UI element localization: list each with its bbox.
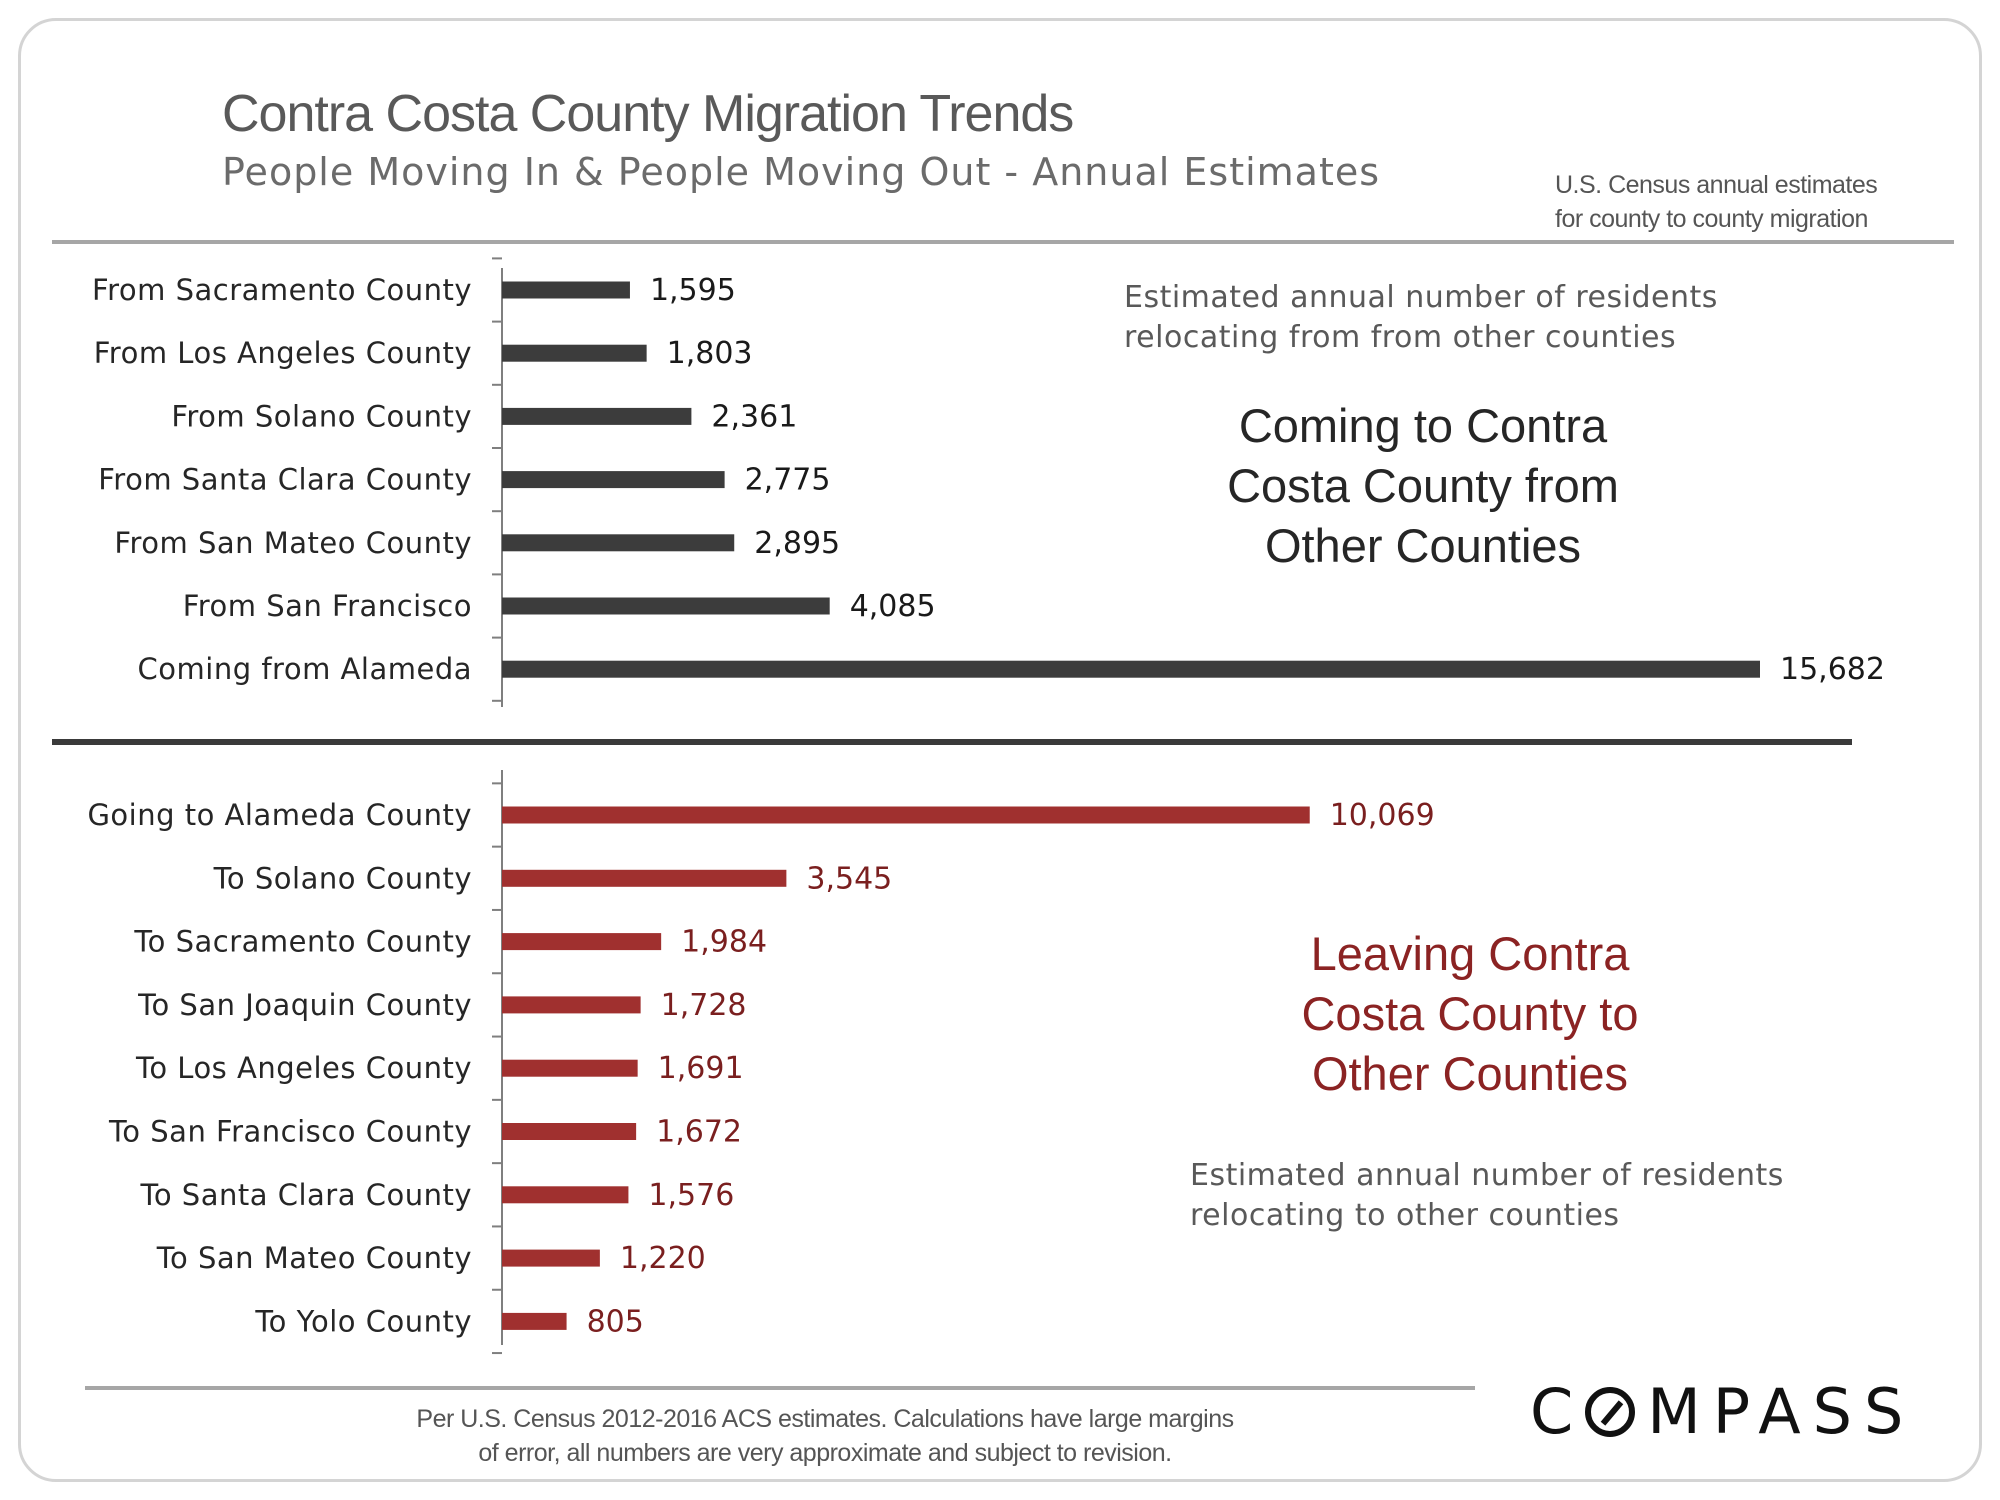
- in-bar: [502, 407, 692, 425]
- out-category-label: To San Joaquin County: [137, 988, 472, 1022]
- in-category-label: From Santa Clara County: [98, 463, 472, 497]
- in-category-label: From Sacramento County: [92, 273, 472, 307]
- in-value-label: 1,803: [667, 336, 753, 371]
- in-bar: [502, 660, 1760, 678]
- in-bar: [502, 597, 830, 615]
- outgoing-heading-line-1: Leaving Contra: [1310, 927, 1630, 980]
- compass-logo: C MPASS: [1530, 1375, 1915, 1448]
- in-value-label: 4,085: [850, 589, 936, 624]
- out-bar: [502, 1312, 567, 1330]
- logo-letter-c: C: [1530, 1375, 1586, 1448]
- out-category-label: To Los Angeles County: [135, 1051, 472, 1085]
- incoming-heading: Coming to Contra Costa County from Other…: [1178, 396, 1668, 576]
- incoming-heading-line-3: Other Counties: [1264, 519, 1582, 572]
- source-note-line-2: for county to county migration: [1555, 205, 1868, 233]
- logo-rest: MPASS: [1647, 1375, 1916, 1448]
- out-value-label: 1,691: [658, 1051, 744, 1086]
- in-value-label: 2,775: [745, 463, 831, 498]
- incoming-heading-line-2: Costa County from: [1227, 459, 1619, 512]
- out-value-label: 1,672: [656, 1115, 742, 1150]
- header-divider: [52, 240, 1954, 244]
- footer-note-line-1: Per U.S. Census 2012-2016 ACS estimates.…: [416, 1405, 1234, 1433]
- in-bar: [502, 534, 735, 552]
- out-value-label: 1,984: [681, 925, 767, 960]
- in-value-label: 15,682: [1780, 652, 1885, 687]
- out-bar: [502, 933, 662, 951]
- outgoing-heading-line-3: Other Counties: [1311, 1047, 1629, 1100]
- out-value-label: 10,069: [1330, 798, 1435, 833]
- outgoing-note: Estimated annual number of residents rel…: [1190, 1156, 1784, 1236]
- out-bar: [502, 1249, 600, 1267]
- out-value-label: 1,220: [620, 1241, 706, 1276]
- incoming-note-line-2: relocating from from other counties: [1124, 320, 1677, 355]
- in-category-label: From Solano County: [171, 399, 472, 433]
- outgoing-heading: Leaving Contra Costa County to Other Cou…: [1240, 924, 1700, 1104]
- out-category-label: To Solano County: [213, 861, 472, 895]
- out-value-label: 1,576: [648, 1178, 734, 1213]
- footer-note-line-2: of error, all numbers are very approxima…: [478, 1439, 1172, 1467]
- in-category-label: Coming from Alameda: [138, 652, 472, 686]
- out-value-label: 1,728: [661, 988, 747, 1023]
- out-bar: [502, 806, 1310, 824]
- out-bar: [502, 869, 787, 887]
- section-divider: [52, 739, 1852, 745]
- out-category-label: To Sacramento County: [133, 925, 472, 959]
- out-category-label: Going to Alameda County: [87, 798, 472, 832]
- out-bar: [502, 996, 641, 1014]
- source-note: U.S. Census annual estimates for county …: [1555, 168, 1878, 236]
- incoming-heading-line-1: Coming to Contra: [1238, 399, 1608, 452]
- source-note-line-1: U.S. Census annual estimates: [1555, 171, 1878, 199]
- incoming-note-line-1: Estimated annual number of residents: [1124, 280, 1718, 315]
- in-value-label: 2,895: [754, 526, 840, 561]
- out-bar: [502, 1186, 629, 1204]
- footer-divider: [85, 1386, 1475, 1390]
- in-bar: [502, 344, 647, 362]
- out-category-label: To San Francisco County: [108, 1115, 472, 1149]
- logo-o-icon: [1585, 1387, 1636, 1437]
- out-bar: [502, 1123, 637, 1140]
- out-category-label: To San Mateo County: [156, 1241, 472, 1275]
- outgoing-note-line-1: Estimated annual number of residents: [1190, 1158, 1784, 1193]
- in-value-label: 1,595: [650, 273, 736, 308]
- outgoing-note-line-2: relocating to other counties: [1190, 1198, 1620, 1233]
- in-category-label: From Los Angeles County: [94, 336, 472, 370]
- in-bar: [502, 281, 630, 299]
- out-category-label: To Santa Clara County: [140, 1178, 472, 1212]
- out-value-label: 805: [587, 1304, 644, 1339]
- out-bar: [502, 1059, 638, 1077]
- in-category-label: From San Francisco: [183, 589, 472, 623]
- in-category-label: From San Mateo County: [114, 526, 472, 560]
- out-category-label: To Yolo County: [254, 1304, 472, 1338]
- chart-title: Contra Costa County Migration Trends: [222, 85, 1074, 143]
- in-bar: [502, 471, 725, 489]
- chart-subtitle: People Moving In & People Moving Out - A…: [222, 150, 1381, 194]
- outgoing-heading-line-2: Costa County to: [1301, 987, 1639, 1040]
- footer-note: Per U.S. Census 2012-2016 ACS estimates.…: [300, 1402, 1350, 1470]
- in-value-label: 2,361: [711, 399, 797, 434]
- out-value-label: 3,545: [806, 861, 892, 896]
- incoming-note: Estimated annual number of residents rel…: [1124, 278, 1718, 358]
- chart-card: [18, 18, 1982, 1482]
